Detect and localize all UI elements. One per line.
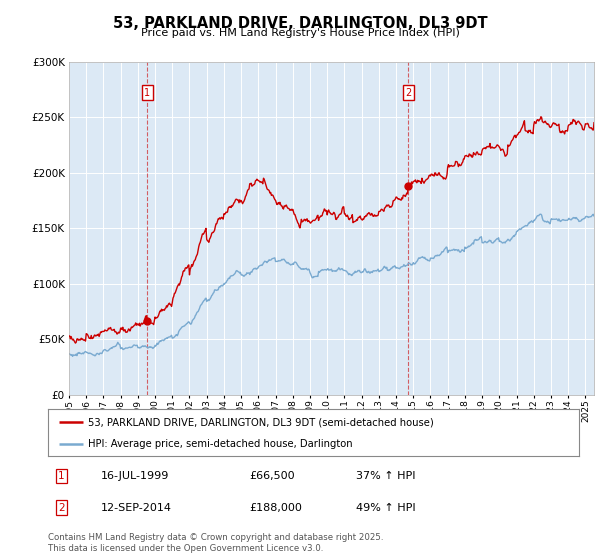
Text: 49% ↑ HPI: 49% ↑ HPI <box>356 502 416 512</box>
Text: 53, PARKLAND DRIVE, DARLINGTON, DL3 9DT (semi-detached house): 53, PARKLAND DRIVE, DARLINGTON, DL3 9DT … <box>88 417 434 427</box>
Text: 37% ↑ HPI: 37% ↑ HPI <box>356 471 415 481</box>
Text: Contains HM Land Registry data © Crown copyright and database right 2025.
This d: Contains HM Land Registry data © Crown c… <box>48 533 383 553</box>
Text: Price paid vs. HM Land Registry's House Price Index (HPI): Price paid vs. HM Land Registry's House … <box>140 28 460 38</box>
Text: £188,000: £188,000 <box>250 502 302 512</box>
Text: 12-SEP-2014: 12-SEP-2014 <box>101 502 172 512</box>
Text: 16-JUL-1999: 16-JUL-1999 <box>101 471 169 481</box>
Text: 53, PARKLAND DRIVE, DARLINGTON, DL3 9DT: 53, PARKLAND DRIVE, DARLINGTON, DL3 9DT <box>113 16 487 31</box>
Text: HPI: Average price, semi-detached house, Darlington: HPI: Average price, semi-detached house,… <box>88 439 352 449</box>
Text: 1: 1 <box>58 471 65 481</box>
Text: 2: 2 <box>405 88 412 97</box>
Text: £66,500: £66,500 <box>250 471 295 481</box>
Text: 1: 1 <box>144 88 150 97</box>
Text: 2: 2 <box>58 502 65 512</box>
